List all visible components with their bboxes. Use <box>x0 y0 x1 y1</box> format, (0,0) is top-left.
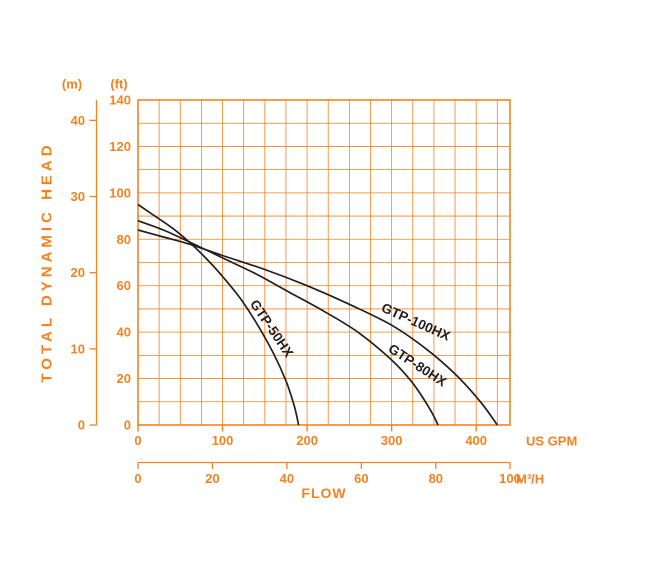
m3h-tick-label: 0 <box>134 471 141 486</box>
y-axis-m-scale: 0 10 20 30 40 <box>71 100 98 433</box>
curve-gtp-80hx <box>137 219 439 426</box>
grid-lines <box>138 100 510 425</box>
ft-tick-label: 80 <box>117 232 131 247</box>
curve-gtp-100hx <box>137 229 498 426</box>
gpm-tick-label: 300 <box>381 433 403 448</box>
ft-tick-label: 60 <box>117 278 131 293</box>
m3h-tick-label: 60 <box>354 471 368 486</box>
ft-tick-label: 20 <box>117 371 131 386</box>
y-unit-ft-label: (ft) <box>110 76 128 92</box>
x-unit-m3h-label: M³/H <box>516 471 545 487</box>
curve-label-gtp-100hx: GTP-100HX <box>379 300 452 344</box>
gpm-tick-label: 400 <box>465 433 487 448</box>
m3h-tick-label: 100 <box>499 471 521 486</box>
x-axis-m3h-scale: 0 20 40 60 80 100 <box>134 461 521 486</box>
ft-tick-label: 0 <box>124 418 131 433</box>
m3h-tick-label: 20 <box>205 471 219 486</box>
m-tick-label: 0 <box>78 418 85 433</box>
y-axis-title: TOTAL DYNAMIC HEAD <box>38 141 56 383</box>
plot-border <box>137 99 511 426</box>
y-axis-ft-labels: 0 20 40 60 80 100 120 140 <box>109 93 131 433</box>
curve-gtp-50hx <box>137 203 300 426</box>
m-tick-label: 10 <box>71 341 85 356</box>
ft-tick-label: 100 <box>109 185 131 200</box>
ft-tick-label: 140 <box>109 93 131 108</box>
m-tick-label: 30 <box>71 189 85 204</box>
m3h-tick-label: 80 <box>429 471 443 486</box>
ft-tick-label: 40 <box>117 325 131 340</box>
gpm-tick-label: 100 <box>212 433 234 448</box>
m-tick-label: 20 <box>71 265 85 280</box>
x-unit-usgpm-label: US GPM <box>526 433 578 449</box>
curve-label-gtp-80hx: GTP-80HX <box>386 341 450 390</box>
x-axis-title: FLOW <box>301 485 347 501</box>
m-tick-label: 40 <box>71 113 85 128</box>
m3h-tick-label: 40 <box>280 471 294 486</box>
ft-tick-label: 120 <box>109 139 131 154</box>
gpm-tick-label: 0 <box>134 433 141 448</box>
y-unit-m-label: (m) <box>61 76 83 92</box>
x-axis-gpm-ticks: 0 100 200 300 400 <box>134 425 487 448</box>
gpm-tick-label: 200 <box>296 433 318 448</box>
